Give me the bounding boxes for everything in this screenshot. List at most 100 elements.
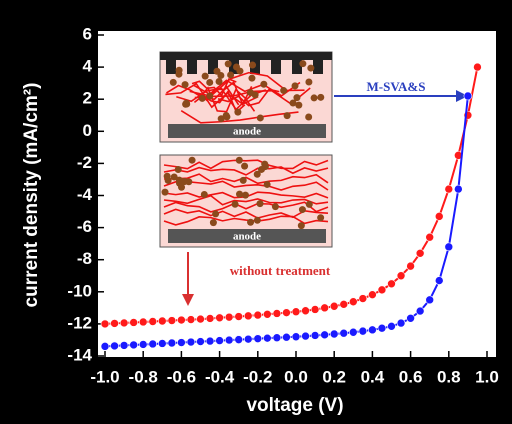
- marker: [359, 295, 367, 303]
- marker: [187, 338, 195, 346]
- marker: [311, 305, 319, 313]
- x-tick-label: 0.0: [284, 367, 308, 386]
- y-tick-label: -10: [67, 281, 92, 300]
- marker: [120, 319, 128, 327]
- marker: [311, 331, 319, 339]
- particle: [307, 65, 314, 72]
- marker: [244, 312, 252, 320]
- particle: [206, 92, 213, 99]
- particle: [171, 173, 178, 180]
- marker: [282, 309, 290, 317]
- y-axis-title: current density (mA/cm²): [21, 83, 42, 308]
- x-tick-label: -1.0: [90, 367, 119, 386]
- marker: [149, 340, 157, 348]
- marker: [340, 300, 348, 308]
- marker: [435, 277, 443, 285]
- x-tick-label: -0.4: [205, 367, 235, 386]
- y-tick-label: 2: [83, 89, 92, 108]
- anode-label: anode: [233, 231, 261, 243]
- marker: [378, 286, 386, 294]
- marker: [216, 314, 224, 322]
- marker: [368, 291, 376, 299]
- comb-tooth: [187, 52, 197, 74]
- particle: [248, 75, 255, 82]
- particle: [206, 79, 213, 86]
- marker: [321, 304, 329, 312]
- marker: [388, 280, 396, 288]
- y-tick-label: -12: [67, 313, 92, 332]
- comb-tooth: [166, 52, 176, 74]
- marker: [397, 272, 405, 280]
- marker: [158, 317, 166, 325]
- particle: [241, 163, 248, 170]
- marker: [101, 342, 109, 350]
- marker: [187, 316, 195, 324]
- x-tick-label: 0.2: [322, 367, 346, 386]
- particle: [293, 94, 300, 101]
- marker: [235, 336, 243, 344]
- particle: [299, 206, 306, 213]
- particle: [292, 82, 299, 89]
- x-axis-title: voltage (V): [246, 395, 343, 416]
- marker: [263, 310, 271, 318]
- particle: [227, 71, 234, 78]
- comb-tooth: [313, 52, 323, 74]
- marker: [225, 336, 233, 344]
- particle: [260, 81, 267, 88]
- particle: [249, 62, 256, 69]
- marker: [340, 329, 348, 337]
- marker: [177, 316, 185, 324]
- marker: [101, 320, 109, 328]
- particle: [298, 222, 305, 229]
- annotation: M-SVA&S: [367, 79, 426, 94]
- particle: [236, 191, 243, 198]
- particle: [317, 214, 324, 221]
- marker: [177, 339, 185, 347]
- particle: [216, 78, 223, 85]
- marker: [359, 327, 367, 335]
- marker: [445, 243, 453, 251]
- marker: [349, 298, 357, 306]
- marker: [397, 319, 405, 327]
- particle: [162, 189, 169, 196]
- particle: [299, 60, 306, 67]
- marker: [111, 319, 119, 327]
- x-tick-label: -0.2: [243, 367, 272, 386]
- marker: [407, 314, 415, 322]
- x-tick-label: 0.8: [437, 367, 461, 386]
- particle: [247, 89, 254, 96]
- particle: [272, 203, 279, 210]
- marker: [139, 340, 147, 348]
- marker: [388, 322, 396, 330]
- y-tick-label: 0: [83, 121, 92, 140]
- marker: [130, 318, 138, 326]
- anode-label: anode: [233, 126, 261, 138]
- particle: [178, 184, 185, 191]
- particle: [201, 191, 208, 198]
- marker: [168, 317, 176, 325]
- particle: [295, 102, 302, 109]
- marker: [330, 330, 338, 338]
- particle: [317, 94, 324, 101]
- marker: [349, 328, 357, 336]
- particle: [280, 87, 287, 94]
- particle: [212, 210, 219, 217]
- marker: [139, 318, 147, 326]
- particle: [183, 100, 190, 107]
- particle: [305, 78, 312, 85]
- particle: [242, 192, 249, 199]
- marker: [302, 332, 310, 340]
- particle: [247, 219, 254, 226]
- particle: [189, 157, 196, 164]
- particle: [170, 79, 177, 86]
- marker: [197, 338, 205, 346]
- marker: [235, 313, 243, 321]
- marker: [292, 333, 300, 341]
- particle: [202, 73, 209, 80]
- particle: [240, 177, 247, 184]
- particle: [254, 217, 261, 224]
- marker: [244, 335, 252, 343]
- particle: [225, 60, 232, 67]
- marker: [282, 333, 290, 341]
- x-tick-label: -0.6: [167, 367, 196, 386]
